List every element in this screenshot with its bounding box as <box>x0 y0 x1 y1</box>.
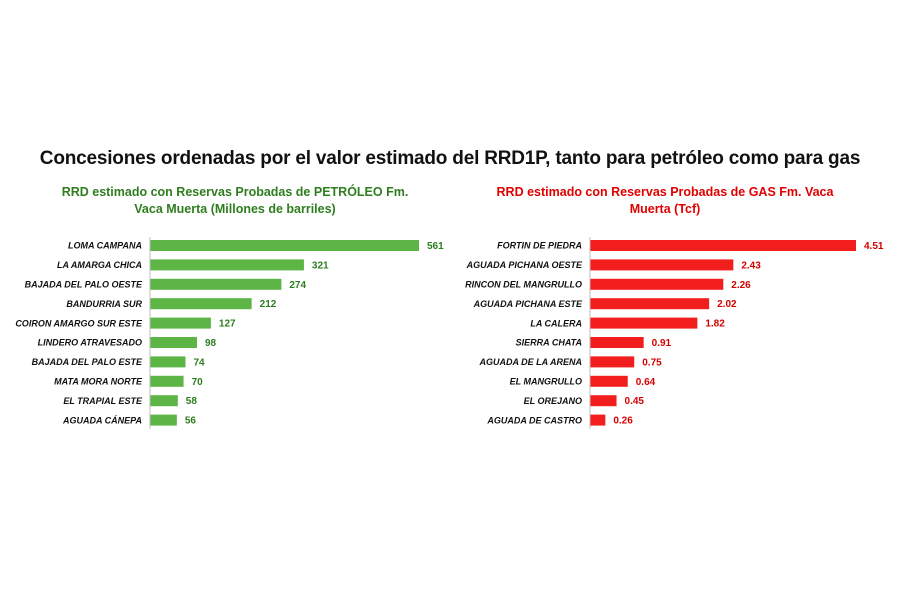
gas-chart-title: RRD estimado con Reservas Probadas de GA… <box>470 184 860 218</box>
gas-category-label: AGUADA PICHANA ESTE <box>473 299 583 309</box>
oil-bar-chart: LOMA CAMPANA 561 LA AMARGA CHICA 321 BAJADA … <box>15 237 444 429</box>
oil-category-label: COIRON AMARGO SUR ESTE <box>15 318 143 328</box>
oil-category-label: LINDERO ATRAVESADO <box>38 338 142 348</box>
gas-category-label: LA CALERA <box>530 318 582 328</box>
gas-value-label: 0.91 <box>652 338 672 349</box>
oil-bar <box>150 337 197 348</box>
oil-value-label: 212 <box>260 299 277 310</box>
gas-bar <box>590 298 710 310</box>
gas-chart-title-line-1: RRD estimado con Reservas Probadas de GA… <box>496 185 834 199</box>
gas-bar <box>590 414 606 426</box>
gas-category-label: EL OREJANO <box>524 396 582 406</box>
oil-bar <box>150 278 282 290</box>
oil-category-label: AGUADA CÁNEPA <box>62 415 142 425</box>
gas-bar <box>590 337 644 348</box>
gas-category-label: EL MANGRULLO <box>510 377 582 387</box>
oil-chart-title: RRD estimado con Reservas Probadas de PE… <box>40 184 430 218</box>
oil-bar <box>150 414 177 426</box>
gas-value-label: 1.82 <box>705 319 725 330</box>
oil-category-label: BAJADA DEL PALO ESTE <box>32 357 143 367</box>
gas-bar <box>590 259 734 271</box>
oil-category-label: BANDURRIA SUR <box>66 299 142 309</box>
oil-bar <box>150 298 252 310</box>
oil-value-label: 58 <box>186 396 198 407</box>
gas-category-label: RINCON DEL MANGRULLO <box>465 280 582 290</box>
gas-value-label: 0.64 <box>636 377 656 388</box>
oil-value-label: 274 <box>289 280 306 291</box>
oil-value-label: 74 <box>193 357 205 368</box>
oil-chart-title-line-2: Vaca Muerta (Millones de barriles) <box>134 202 336 216</box>
gas-category-label: AGUADA DE CASTRO <box>486 415 582 425</box>
gas-bar <box>590 356 635 368</box>
gas-bar <box>590 375 628 387</box>
gas-value-label: 0.45 <box>625 396 645 407</box>
gas-value-label: 0.75 <box>642 357 662 368</box>
oil-bar <box>150 317 211 329</box>
oil-bar <box>150 356 186 368</box>
gas-bar <box>590 395 617 407</box>
oil-category-label: LOMA CAMPANA <box>68 241 142 251</box>
gas-category-label: AGUADA DE LA ARENA <box>479 357 583 367</box>
gas-chart-title-line-2: Muerta (Tcf) <box>629 202 701 216</box>
oil-category-label: EL TRAPIAL ESTE <box>63 396 143 406</box>
gas-value-label: 0.26 <box>613 416 633 427</box>
oil-bar <box>150 240 419 251</box>
oil-value-label: 98 <box>205 338 217 349</box>
gas-category-label: FORTIN DE PIEDRA <box>497 241 582 251</box>
gas-value-label: 2.43 <box>741 260 761 271</box>
oil-bar <box>150 375 184 387</box>
gas-value-label: 4.51 <box>864 241 884 252</box>
gas-category-label: SIERRA CHATA <box>516 338 582 348</box>
oil-category-label: BAJADA DEL PALO OESTE <box>25 280 143 290</box>
gas-bar <box>590 317 698 329</box>
oil-value-label: 321 <box>312 260 329 271</box>
oil-category-label: LA AMARGA CHICA <box>57 260 142 270</box>
oil-value-label: 70 <box>192 377 204 388</box>
oil-value-label: 561 <box>427 241 444 252</box>
oil-value-label: 56 <box>185 416 197 427</box>
oil-category-label: MATA MORA NORTE <box>54 377 143 387</box>
gas-bar-chart: FORTIN DE PIEDRA 4.51 AGUADA PICHANA OESTE… <box>465 237 884 429</box>
gas-value-label: 2.26 <box>731 280 751 291</box>
gas-bar <box>590 278 724 290</box>
oil-bar <box>150 395 178 407</box>
gas-category-label: AGUADA PICHANA OESTE <box>466 260 583 270</box>
gas-value-label: 2.02 <box>717 299 737 310</box>
oil-value-label: 127 <box>219 319 236 330</box>
oil-chart-title-line-1: RRD estimado con Reservas Probadas de PE… <box>61 185 409 199</box>
oil-bar <box>150 259 304 271</box>
page-title: Concesiones ordenadas por el valor estim… <box>39 148 861 169</box>
gas-bar <box>590 240 856 251</box>
